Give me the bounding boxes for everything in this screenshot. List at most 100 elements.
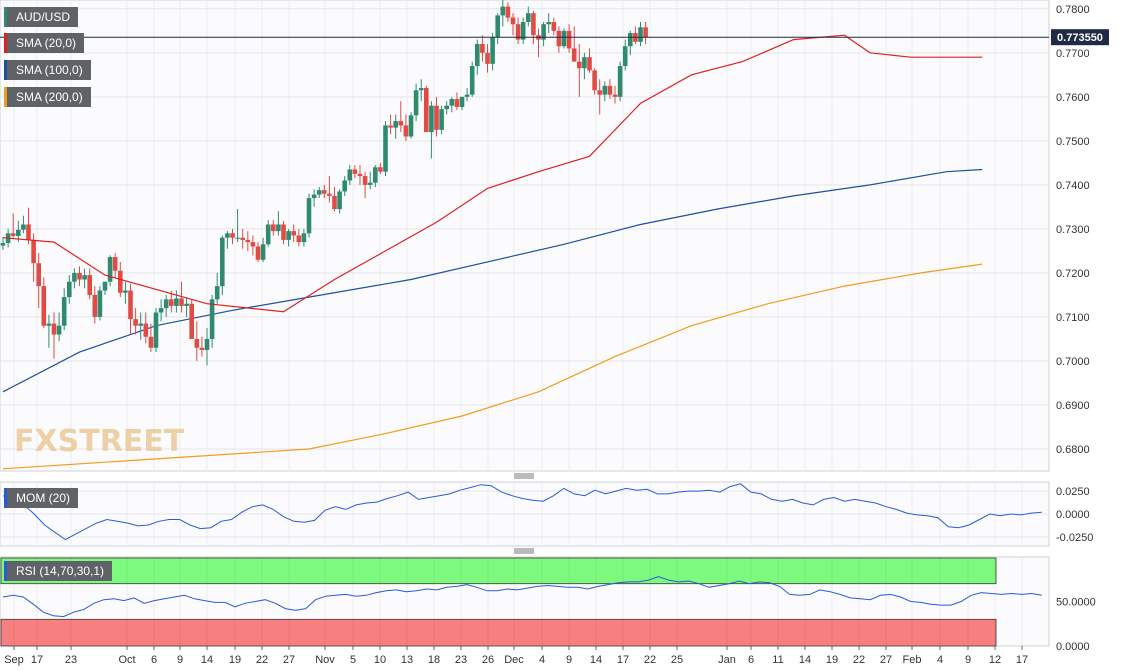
sma200-series (2, 263, 983, 470)
candle (61, 288, 67, 331)
candle-body (158, 308, 164, 313)
last-price-tag (1051, 29, 1109, 46)
sma100-text: SMA (100,0) (16, 63, 83, 77)
candle (107, 255, 113, 287)
sma200-line (2, 263, 983, 470)
candle (10, 213, 16, 238)
candle-body (515, 24, 521, 40)
date-tick-label: Oct (118, 654, 135, 666)
candle (138, 312, 143, 340)
price-tick-label: 0.7600 (1056, 92, 1090, 104)
candle-body (408, 115, 414, 137)
candle-body (337, 191, 342, 210)
candle (56, 312, 62, 342)
candle-body (531, 13, 536, 36)
symbol-label[interactable]: AUD/USD (4, 7, 79, 27)
symbol-text: AUD/USD (16, 10, 71, 24)
candle-body (357, 173, 363, 177)
candle-body (112, 257, 118, 271)
date-tick-label: 11 (772, 654, 783, 666)
candle-body (306, 198, 312, 234)
date-tick-label: 14 (799, 654, 811, 666)
candle (281, 220, 286, 245)
candle-body (592, 70, 597, 91)
candle (36, 253, 41, 309)
sma20-line (2, 34, 983, 313)
rsi-swatch (4, 561, 7, 581)
candle-body (281, 224, 286, 240)
mom-text: MOM (20) (16, 491, 70, 505)
candle-body (449, 99, 455, 106)
sma100-label[interactable]: SMA (100,0) (4, 60, 91, 80)
date-tick-label: 14 (590, 654, 602, 666)
candle (454, 92, 460, 111)
date-axis[interactable]: Sep 17 23 Oct 6 9 14 19 22 27 Nov 5 10 13 18 23 26 Dec 4 9 1… (4, 646, 1028, 666)
price-axis[interactable]: 0.6800 0.6900 0.7000 0.7100 0.7200 0.7300 0.74… (1056, 4, 1090, 456)
sma100-swatch (4, 60, 7, 80)
candle-body (138, 323, 143, 326)
candle-body (332, 195, 337, 210)
candle (546, 13, 551, 34)
last-price-value: 0.773550 (1057, 32, 1103, 44)
candle (0, 236, 6, 251)
candle-body (10, 233, 16, 236)
candle-body (429, 105, 434, 133)
candle (322, 184, 327, 199)
candle-body (546, 22, 551, 25)
candle-body (179, 298, 184, 306)
candle (424, 85, 429, 133)
mom-tick-label: 0.0250 (1056, 486, 1090, 498)
candle (311, 189, 317, 207)
candle-body (587, 57, 592, 71)
candle-body (82, 275, 87, 280)
candle (597, 79, 602, 115)
candle-body (102, 281, 108, 291)
candle-body (301, 233, 307, 243)
candle-body (362, 176, 368, 185)
candle-body (291, 231, 296, 236)
panel-resize-handles[interactable] (514, 473, 534, 554)
date-tick-label: 27 (283, 654, 295, 666)
candle-body (643, 27, 648, 38)
date-tick-label: Jan (718, 654, 736, 666)
candle-body (520, 22, 526, 40)
candle-body (194, 338, 200, 348)
date-tick-label: 10 (374, 654, 386, 666)
rsi-label[interactable]: RSI (14,70,30,1) (4, 561, 113, 581)
date-tick-label: Nov (315, 654, 335, 666)
date-tick-label: 27 (880, 654, 892, 666)
candle (337, 189, 342, 214)
candle (306, 193, 312, 238)
candle (235, 209, 240, 243)
candle (102, 281, 108, 295)
mom-panel: 0.0250 0.0000 -0.0250 (0, 481, 1093, 547)
sma20-label[interactable]: SMA (20,0) (4, 33, 85, 53)
candle-body (46, 323, 52, 326)
candle (541, 22, 546, 47)
candle-body (617, 66, 623, 97)
candle (265, 220, 271, 247)
date-tick-label: 22 (853, 654, 865, 666)
candle (240, 228, 245, 249)
date-tick-label: 19 (826, 654, 838, 666)
candle-body (602, 85, 608, 95)
candle-body (36, 263, 41, 287)
candle (332, 187, 337, 212)
sma200-label[interactable]: SMA (200,0) (4, 87, 91, 107)
candle-body (388, 125, 393, 128)
mom-label[interactable]: MOM (20) (4, 488, 78, 508)
price-tick-label: 0.7300 (1056, 224, 1090, 236)
candle (378, 162, 383, 174)
date-tick-label: 12 (989, 654, 1001, 666)
candle (225, 231, 230, 249)
candle (260, 237, 266, 262)
candle (510, 13, 516, 36)
candle (485, 44, 490, 73)
candle (163, 294, 169, 317)
candle-body (271, 224, 276, 232)
candle (230, 228, 235, 245)
candle-body (67, 281, 72, 298)
candle (526, 6, 531, 27)
candle (367, 171, 373, 190)
